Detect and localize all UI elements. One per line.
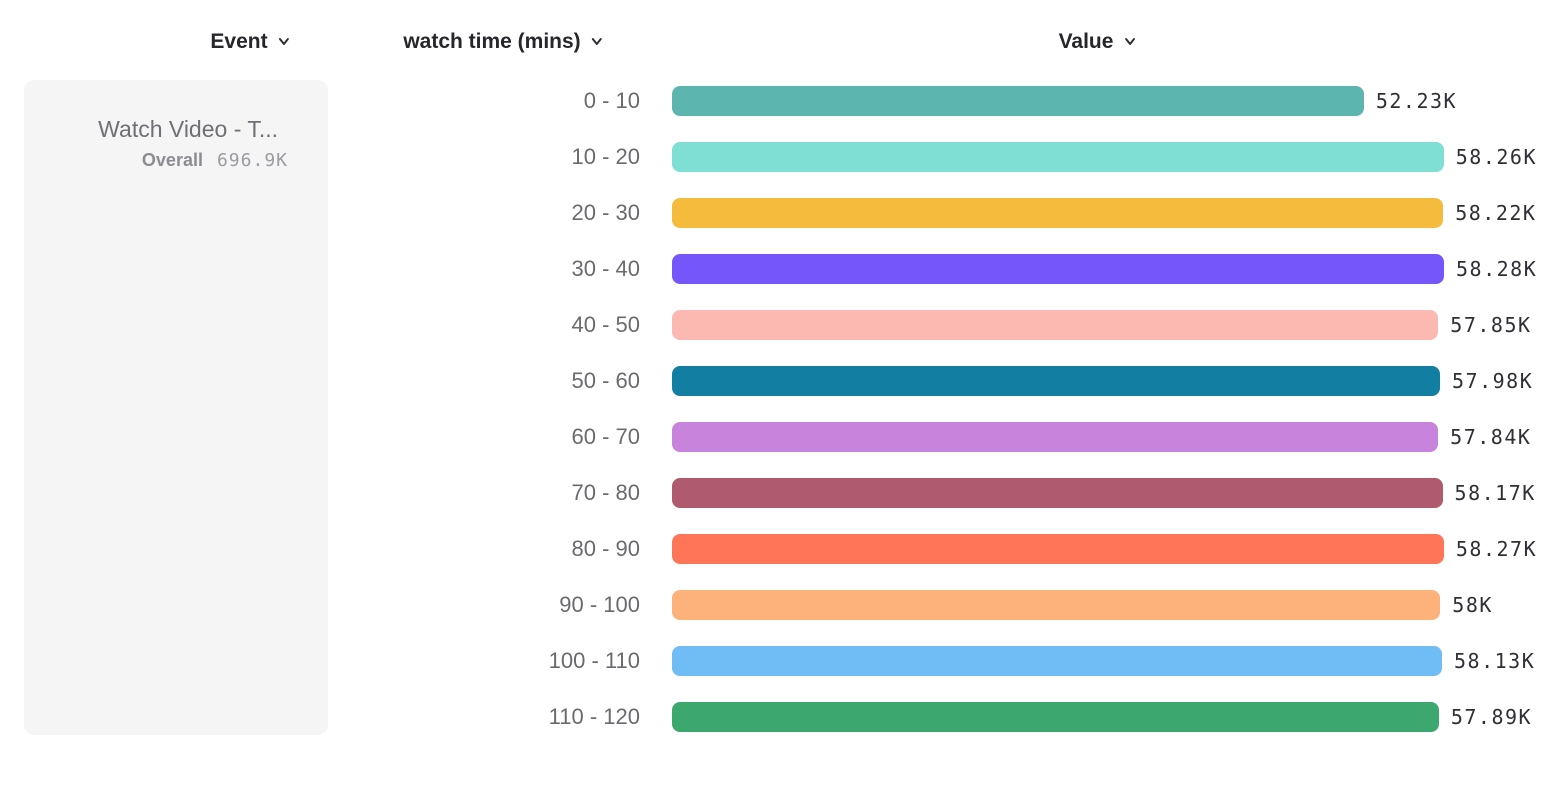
- bar-row: 20 - 30 58.22K: [420, 198, 1537, 228]
- bar-value-label: 52.23K: [1375, 89, 1458, 113]
- bar-category-label: 100 - 110: [548, 648, 640, 673]
- bar-value-label: 57.85K: [1450, 313, 1532, 337]
- column-header-value[interactable]: Value: [1059, 28, 1138, 55]
- event-card[interactable]: Watch Video - T... Overall 696.9K: [24, 80, 328, 735]
- bar-value-label: 58.17K: [1454, 481, 1536, 505]
- bar-category-label: 50 - 60: [571, 368, 641, 393]
- bar-rows: 0 - 10 52.23K 10 - 20 58.26K 20 - 30 58.…: [420, 86, 1537, 758]
- chevron-down-icon: [590, 31, 605, 55]
- bar-category-label: 30 - 40: [571, 256, 641, 281]
- bar-category-label: 10 - 20: [571, 144, 641, 169]
- bar-row: 30 - 40 58.28K: [420, 254, 1537, 284]
- bar[interactable]: [672, 534, 1444, 564]
- chevron-down-icon: [277, 31, 292, 55]
- bar-row: 110 - 120 57.89K: [420, 702, 1537, 732]
- column-header-watch-time-label: watch time (mins): [403, 29, 581, 53]
- bar-row: 60 - 70 57.84K: [420, 422, 1537, 452]
- bar[interactable]: [672, 366, 1441, 396]
- event-card-overall: Overall 696.9K: [24, 150, 328, 171]
- bar[interactable]: [672, 254, 1444, 284]
- chevron-down-icon: [1122, 31, 1137, 55]
- event-card-title: Watch Video - T...: [98, 116, 278, 142]
- bar-value-label: 57.84K: [1450, 425, 1532, 449]
- bar-row: 70 - 80 58.17K: [420, 478, 1537, 508]
- bar[interactable]: [672, 646, 1442, 676]
- bar-value-label: 58.27K: [1455, 537, 1538, 561]
- bar[interactable]: [672, 590, 1441, 620]
- bar-category-label: 40 - 50: [571, 312, 641, 337]
- bar-value-label: 58.13K: [1454, 649, 1536, 673]
- bar[interactable]: [672, 310, 1439, 340]
- bar-row: 0 - 10 52.23K: [420, 86, 1537, 116]
- column-header-event[interactable]: Event: [210, 28, 291, 55]
- bar-value-label: 58K: [1452, 593, 1493, 617]
- bar[interactable]: [672, 702, 1439, 732]
- bar-row: 90 - 100 58K: [420, 590, 1537, 620]
- bar-value-label: 57.98K: [1452, 369, 1534, 393]
- bar-category-label: 60 - 70: [571, 424, 641, 449]
- bar-category-label: 80 - 90: [571, 536, 641, 561]
- bar-category-label: 70 - 80: [571, 480, 641, 505]
- bar-row: 100 - 110 58.13K: [420, 646, 1537, 676]
- bar-category-label: 20 - 30: [571, 200, 641, 225]
- column-header-watch-time[interactable]: watch time (mins): [403, 28, 604, 55]
- overall-label: Overall: [141, 150, 203, 170]
- bar[interactable]: [672, 142, 1444, 172]
- bar-row: 10 - 20 58.26K: [420, 142, 1537, 172]
- bar-category-label: 0 - 10: [583, 88, 640, 113]
- bar-row: 40 - 50 57.85K: [420, 310, 1537, 340]
- bar-value-label: 58.26K: [1455, 145, 1537, 169]
- bar-category-label: 90 - 100: [559, 592, 640, 617]
- bar[interactable]: [672, 86, 1364, 116]
- overall-value: 696.9K: [216, 150, 288, 171]
- column-header-value-label: Value: [1058, 29, 1114, 53]
- bar-row: 50 - 60 57.98K: [420, 366, 1537, 396]
- bar[interactable]: [672, 198, 1444, 228]
- bar-category-label: 110 - 120: [548, 704, 640, 729]
- bar-value-label: 58.28K: [1456, 257, 1538, 281]
- column-header-event-label: Event: [210, 29, 268, 53]
- bar-value-label: 58.22K: [1455, 201, 1537, 225]
- bar-value-label: 57.89K: [1450, 705, 1533, 729]
- bar-row: 80 - 90 58.27K: [420, 534, 1537, 564]
- bar[interactable]: [672, 422, 1439, 452]
- bar[interactable]: [672, 478, 1443, 508]
